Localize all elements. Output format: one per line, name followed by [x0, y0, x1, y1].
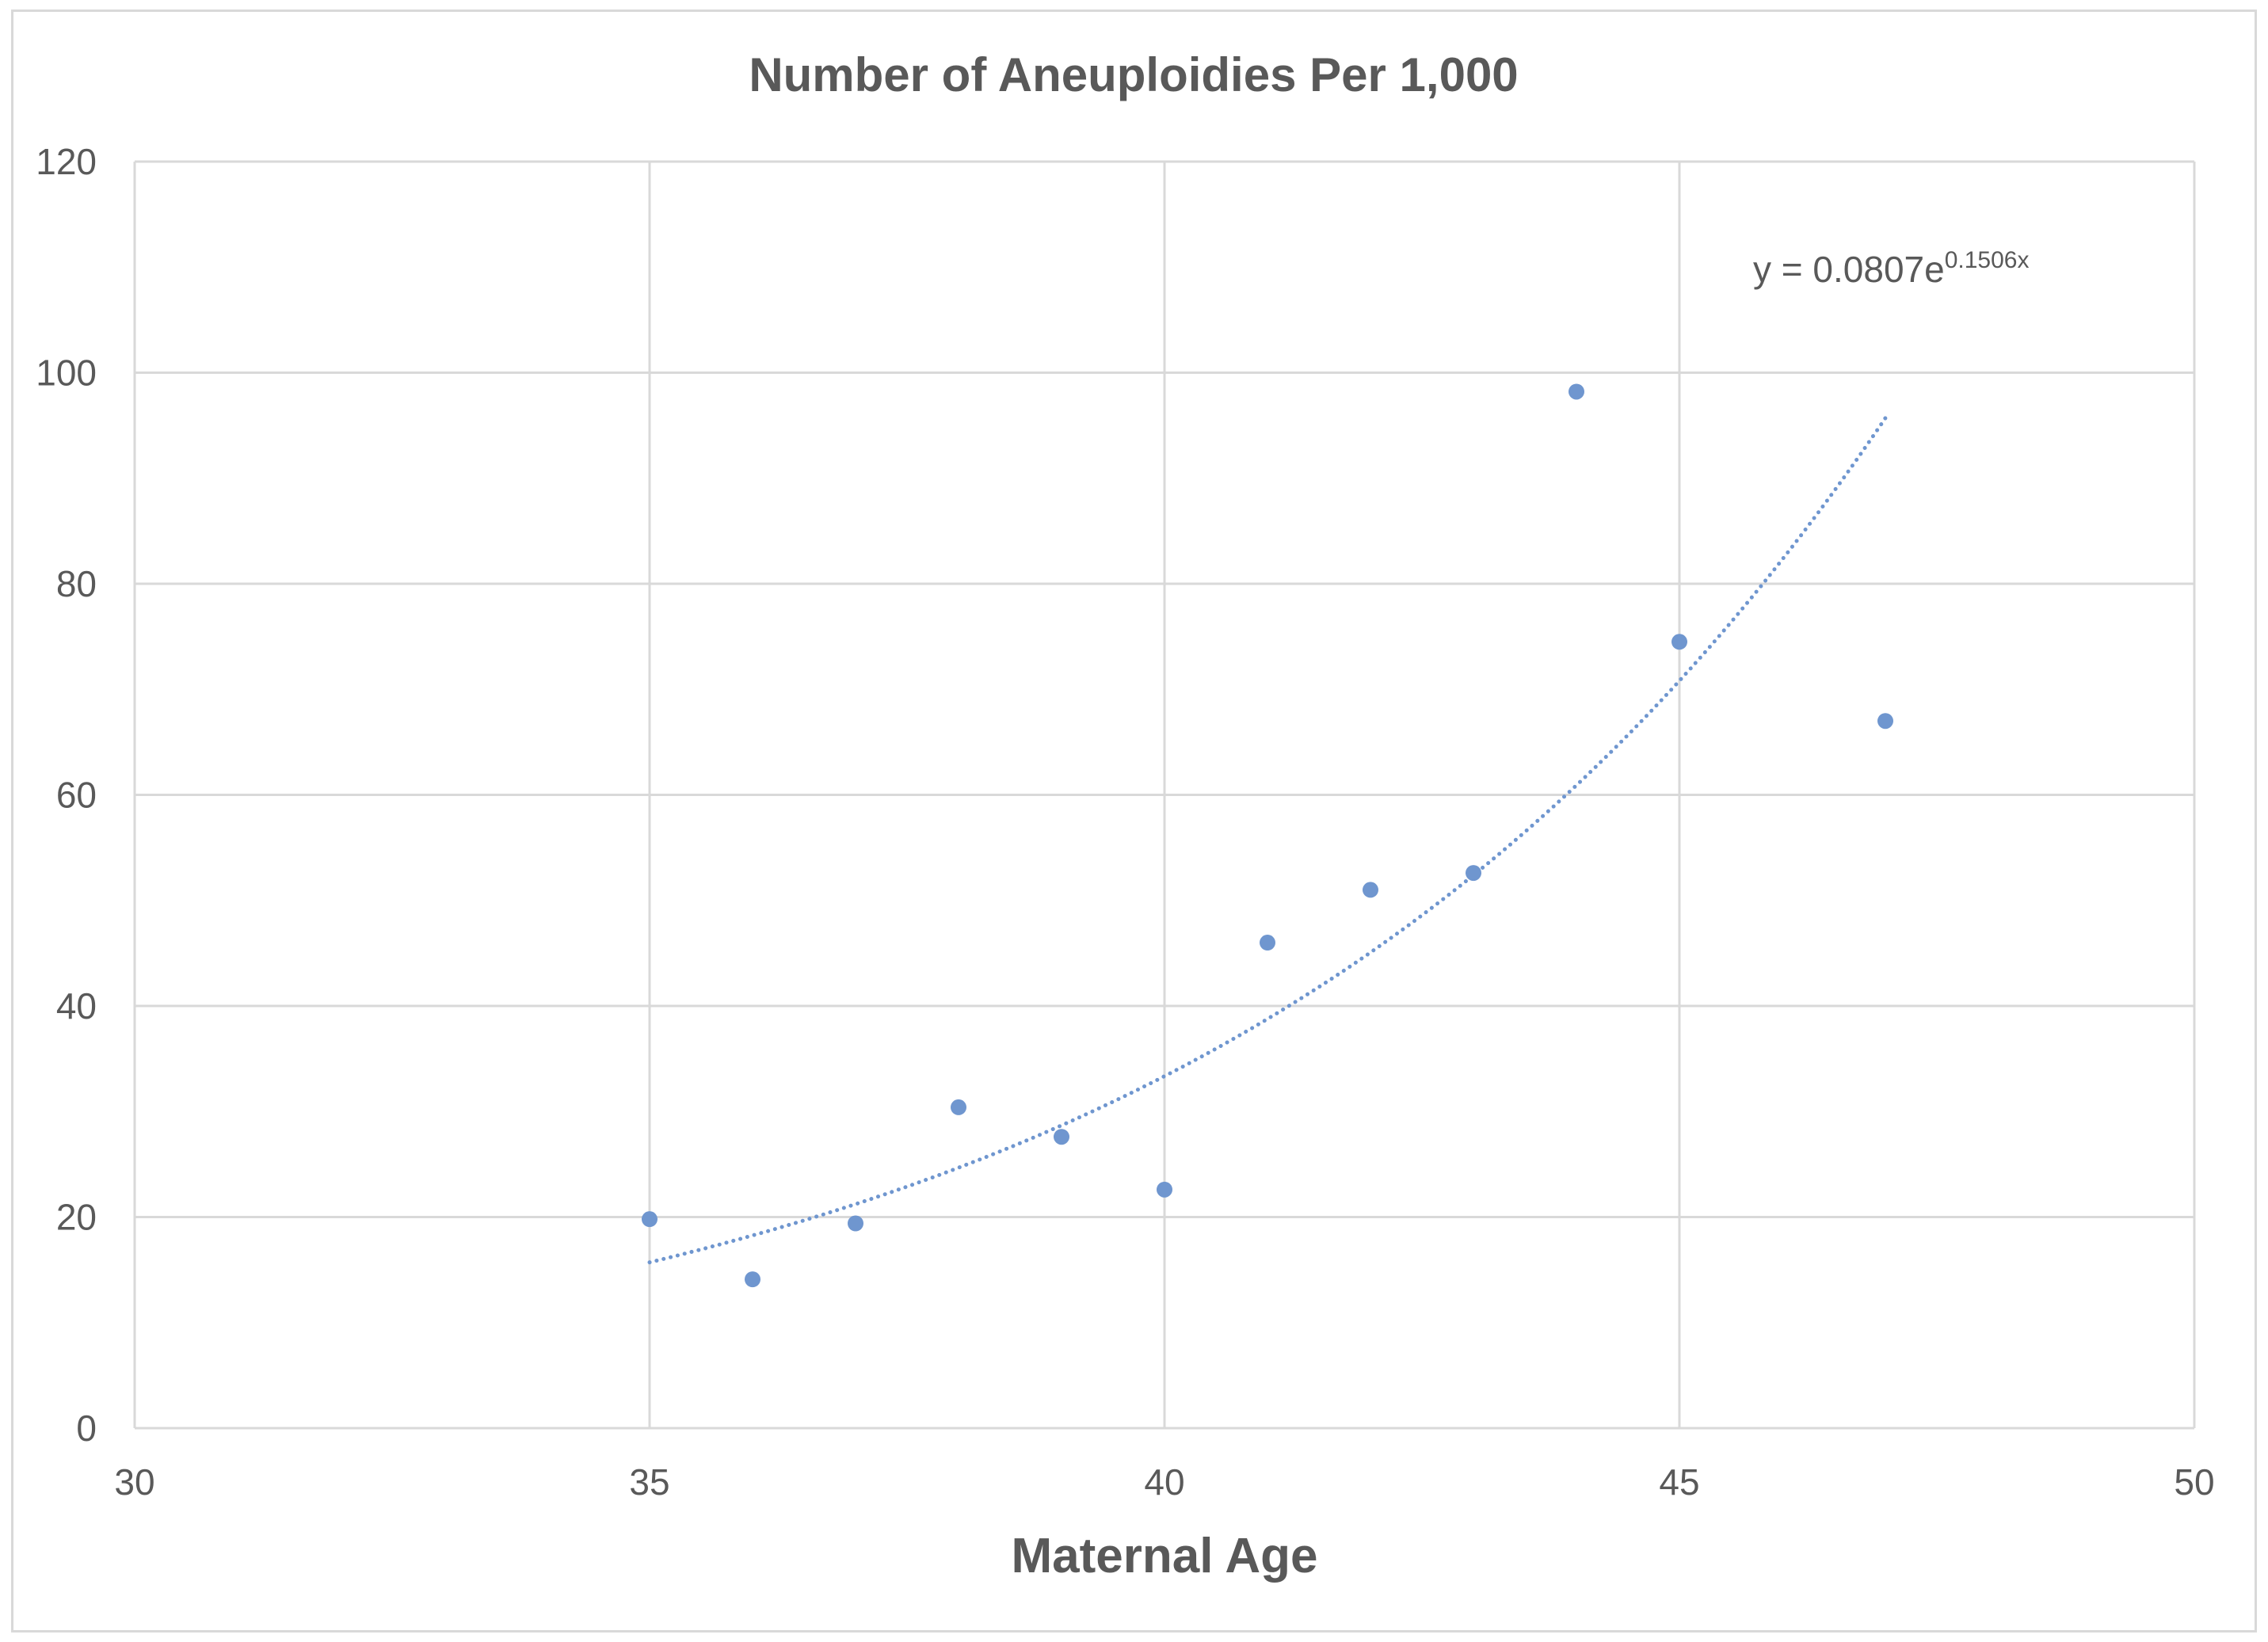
grid-lines — [133, 160, 2196, 1430]
y-tick-label: 120 — [36, 141, 97, 182]
data-point — [1363, 882, 1378, 898]
data-point — [1569, 383, 1584, 400]
x-tick-label: 30 — [114, 1461, 154, 1503]
x-axis-title: Maternal Age — [1011, 1529, 1317, 1583]
data-point — [642, 1211, 658, 1228]
data-points — [642, 383, 1893, 1288]
x-axis-ticks: 30 35 40 45 50 — [114, 1461, 2214, 1503]
data-point — [1054, 1129, 1069, 1145]
data-point — [951, 1099, 966, 1115]
equation-prefix: y = 0.0807e — [1753, 249, 1945, 290]
chart-title: Number of Aneuploidies Per 1,000 — [749, 48, 1518, 101]
data-point — [1157, 1181, 1172, 1198]
y-tick-label: 0 — [76, 1408, 97, 1449]
equation-exponent: 0.1506x — [1945, 247, 2030, 273]
data-point — [1671, 634, 1687, 650]
x-tick-label: 40 — [1144, 1461, 1184, 1503]
y-tick-label: 80 — [56, 563, 97, 604]
x-tick-label: 45 — [1659, 1461, 1699, 1503]
y-tick-label: 40 — [56, 985, 97, 1027]
trendline — [647, 416, 1888, 1265]
y-tick-label: 20 — [56, 1197, 97, 1238]
x-tick-label: 50 — [2174, 1461, 2214, 1503]
data-point — [1260, 935, 1275, 951]
x-tick-label: 35 — [629, 1461, 669, 1503]
data-point — [1466, 865, 1481, 882]
trendline-equation: y = 0.0807e0.1506x — [1753, 247, 2029, 290]
chart-frame — [11, 10, 2257, 1632]
data-point — [848, 1215, 863, 1232]
y-tick-label: 60 — [56, 775, 97, 816]
data-point — [745, 1271, 760, 1288]
data-point — [1877, 713, 1893, 730]
y-tick-label: 100 — [36, 352, 97, 394]
y-axis-ticks: 0 20 40 60 80 100 120 — [36, 141, 97, 1449]
